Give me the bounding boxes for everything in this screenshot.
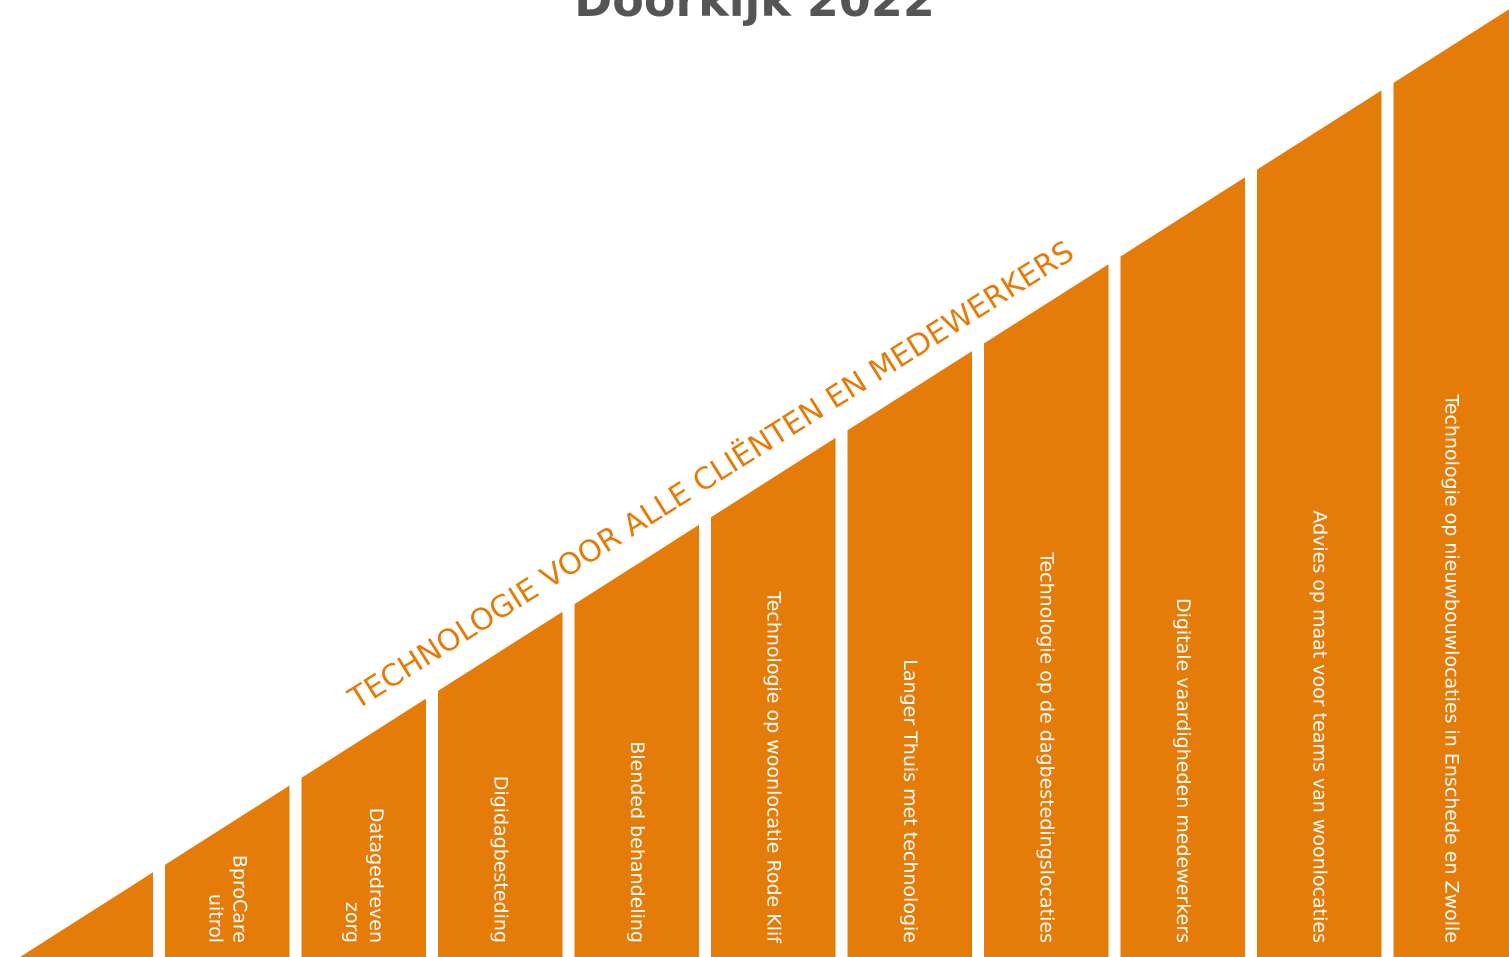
step-bar-1: [20, 872, 153, 957]
step-bar-10: [1257, 90, 1382, 957]
step-label-10-line-1: Advies op maat voor teams van woonlocati…: [1308, 510, 1330, 943]
step-label-6-line-1: Technologie op woonlocatie Rode Klif: [762, 590, 784, 944]
step-label-7-line-1: Langer Thuis met technologie: [899, 659, 921, 943]
step-bar-6: [711, 437, 836, 957]
step-label-3-line-1: Datagedreven: [365, 808, 387, 943]
step-bar-5: [574, 524, 699, 957]
step-label-2-line-2: uitrol: [204, 894, 226, 943]
step-bar-2: [165, 785, 290, 957]
step-bar-3: [301, 698, 426, 957]
step-label-3-line-2: zorg: [341, 902, 363, 943]
step-bar-11: [1393, 9, 1509, 957]
page-title: Doorkijk 2022: [574, 0, 935, 27]
step-bar-8: [984, 264, 1109, 957]
step-bar-9: [1120, 177, 1245, 957]
step-bar-4: [438, 611, 563, 957]
step-label-5-line-1: Blended behandeling: [626, 741, 648, 943]
step-label-9-line-1: Digitale vaardigheden medewerkers: [1172, 598, 1194, 943]
step-label-2-line-1: BproCare: [228, 855, 250, 943]
step-label-11-line-1: Technologie op nieuwbouwlocaties in Ensc…: [1440, 393, 1462, 943]
step-label-8-line-1: Technologie op de dagbestedingslocaties: [1035, 551, 1057, 943]
step-label-4-line-1: Digidagbesteding: [489, 776, 511, 943]
step-bar-7: [847, 351, 972, 957]
